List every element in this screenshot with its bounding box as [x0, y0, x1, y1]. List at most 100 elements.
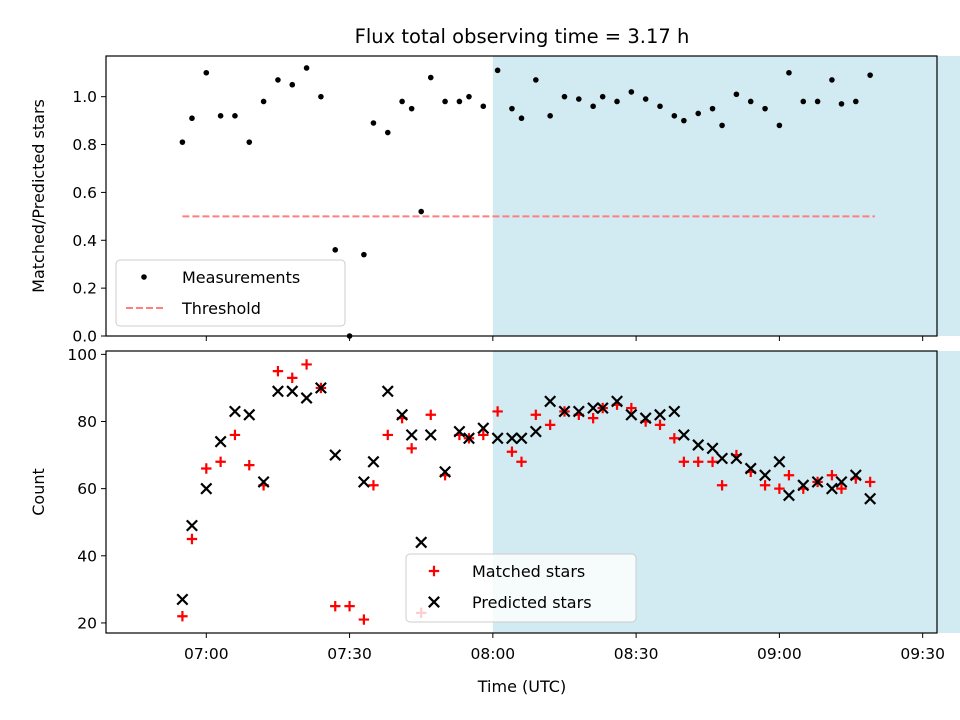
- x-tick-label: 07:30: [327, 645, 372, 663]
- legend-swatch: [141, 274, 147, 280]
- data-point: [544, 395, 557, 408]
- y-tick-label: 0.4: [72, 232, 97, 250]
- data-point: [587, 412, 599, 424]
- series-measurements: [179, 65, 873, 339]
- data-point: [408, 105, 415, 112]
- legend: Measurements Threshold: [115, 259, 346, 327]
- y-tick-label: 80: [77, 413, 97, 431]
- data-point: [478, 429, 489, 441]
- legend-swatch: [428, 596, 440, 608]
- data-point: [533, 77, 539, 83]
- data-point: [811, 475, 824, 488]
- data-point: [186, 533, 198, 545]
- data-point: [406, 443, 417, 454]
- data-point: [678, 456, 690, 467]
- data-point: [515, 432, 528, 445]
- data-point: [415, 536, 428, 549]
- data-point: [587, 402, 600, 415]
- data-point: [462, 432, 475, 445]
- data-point: [814, 98, 821, 105]
- data-point: [289, 81, 296, 88]
- data-point: [599, 93, 606, 100]
- x-tick-label: 07:00: [184, 645, 229, 663]
- data-point: [271, 385, 284, 398]
- data-point: [201, 463, 212, 474]
- data-point: [759, 480, 771, 491]
- legend-frame: [405, 553, 637, 623]
- data-point: [829, 77, 835, 83]
- data-point: [200, 482, 213, 495]
- data-point: [628, 89, 635, 95]
- data-point: [572, 405, 585, 418]
- data-point: [506, 446, 518, 457]
- data-point: [382, 429, 393, 441]
- data-point: [257, 475, 270, 488]
- data-point: [494, 67, 501, 74]
- data-point: [272, 365, 284, 377]
- data-point: [695, 110, 702, 117]
- data-point: [442, 98, 448, 105]
- data-point: [558, 405, 571, 418]
- data-point: [668, 405, 681, 418]
- data-point: [529, 425, 542, 438]
- data-point: [405, 428, 418, 441]
- data-point: [370, 120, 377, 126]
- data-point: [344, 600, 355, 612]
- legend-label: Threshold: [181, 299, 261, 318]
- data-point: [733, 91, 740, 98]
- data-point: [477, 422, 490, 435]
- x-axis-label: Time (UTC): [477, 677, 566, 696]
- data-point: [864, 476, 876, 488]
- legend-label: Measurements: [182, 268, 300, 287]
- data-point: [611, 395, 623, 408]
- data-point: [762, 105, 768, 112]
- data-point: [244, 459, 255, 471]
- data-point: [505, 432, 518, 445]
- data-point: [358, 614, 370, 625]
- x-tick-label: 09:00: [757, 645, 802, 663]
- data-point: [518, 115, 525, 122]
- data-point: [492, 406, 503, 417]
- data-point: [730, 452, 743, 465]
- data-point: [286, 385, 299, 398]
- data-point: [716, 452, 729, 465]
- x-tick-label: 09:30: [900, 645, 945, 663]
- y-tick-label: 0.8: [72, 136, 97, 154]
- y-tick-label: 0.2: [72, 280, 97, 298]
- data-point: [849, 469, 862, 482]
- data-point: [776, 122, 783, 129]
- data-point: [427, 74, 434, 81]
- data-point: [314, 381, 327, 394]
- data-point: [835, 475, 848, 488]
- data-point: [786, 69, 792, 76]
- data-point: [654, 408, 666, 421]
- data-point: [516, 456, 527, 467]
- data-point: [800, 98, 807, 105]
- y-tick-label: 40: [77, 547, 97, 565]
- data-point: [357, 475, 370, 488]
- data-point: [867, 72, 873, 78]
- data-point: [232, 113, 238, 119]
- y-tick-label: 1.0: [72, 88, 97, 106]
- series-predicted-stars: [176, 381, 877, 606]
- bottom-panel: 07:0007:3008:0008:3009:0009:3010:0010:30…: [29, 346, 960, 696]
- data-point: [491, 432, 504, 445]
- data-point: [625, 408, 638, 421]
- data-point: [642, 96, 649, 102]
- data-point: [716, 480, 728, 491]
- data-point: [709, 105, 716, 112]
- axes-frame: [105, 350, 938, 634]
- data-point: [439, 465, 452, 478]
- data-point: [229, 429, 241, 441]
- data-point: [836, 483, 847, 494]
- data-point: [707, 456, 718, 467]
- data-point: [243, 408, 256, 421]
- data-point: [614, 98, 620, 105]
- data-point: [864, 492, 877, 505]
- data-point: [773, 455, 786, 468]
- data-point: [480, 103, 487, 110]
- data-point: [826, 470, 838, 481]
- data-point: [530, 409, 542, 420]
- data-point: [329, 449, 342, 462]
- y-tick-label: 0.0: [72, 328, 97, 346]
